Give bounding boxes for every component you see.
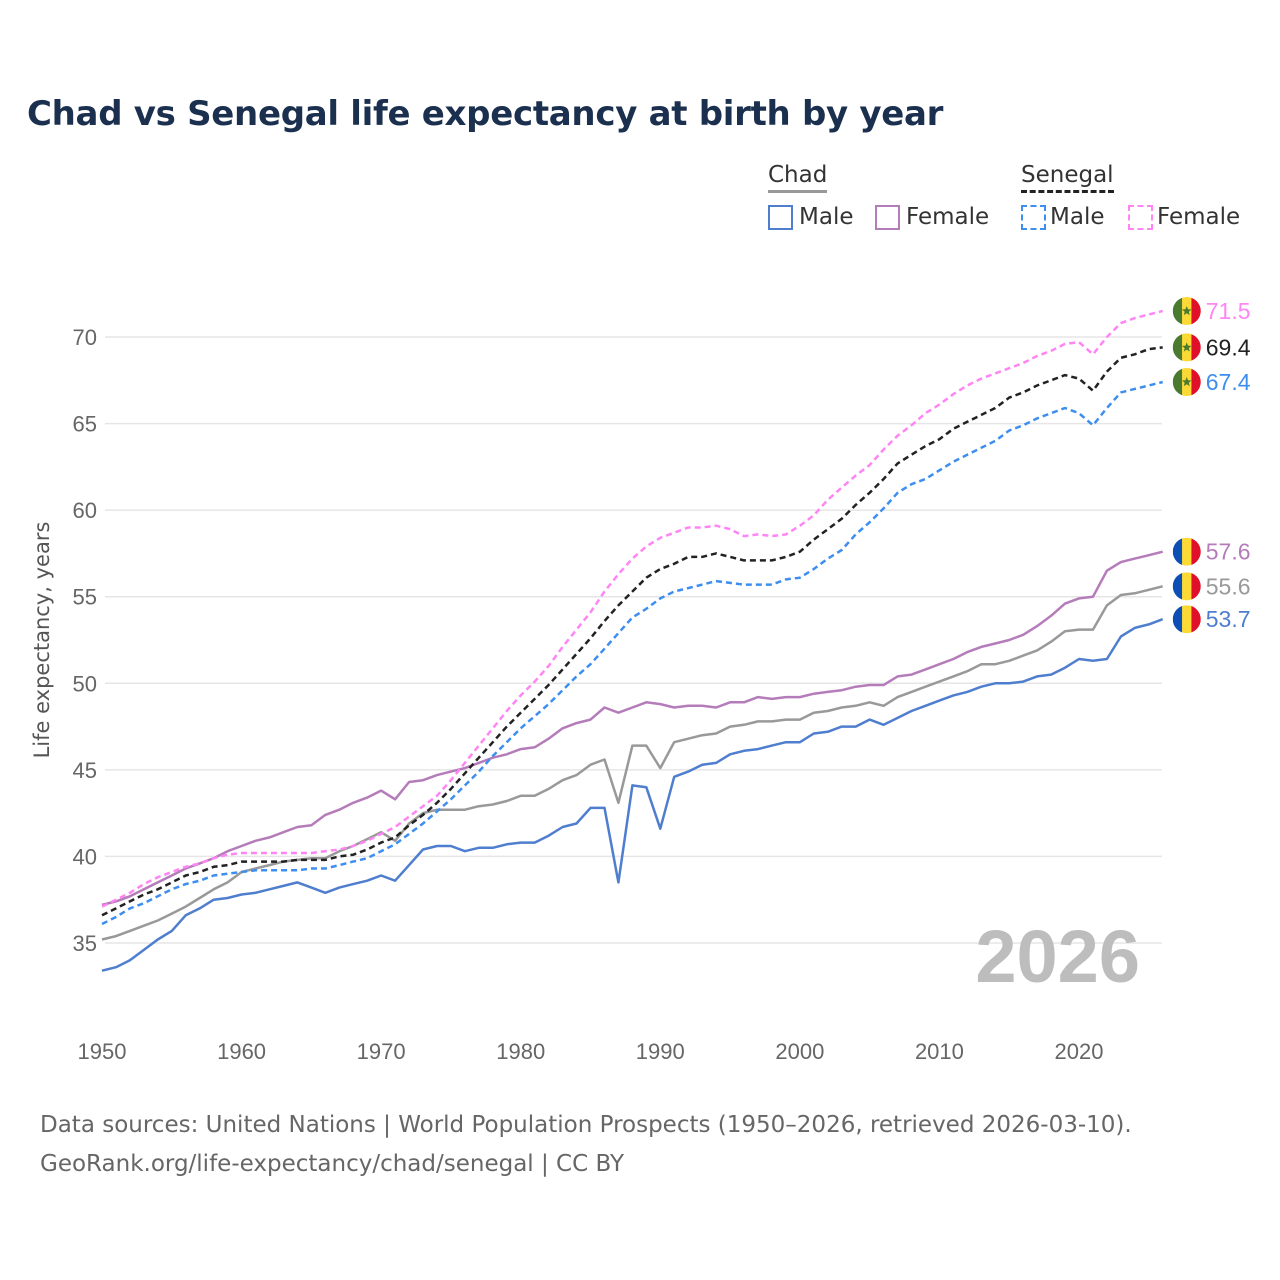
flag-stripe: [1191, 572, 1201, 601]
gridlines: [105, 336, 1162, 944]
flag-senegal-icon: [1172, 368, 1201, 397]
flag-stripe: [1191, 368, 1201, 397]
y-tick-label: 65: [73, 412, 97, 437]
year-watermark: 2026: [975, 915, 1140, 998]
x-tick-label: 1990: [636, 1039, 685, 1064]
legend-swatch: [875, 204, 900, 230]
series-line-chad-male: [101, 618, 1164, 972]
legend-label: Female: [906, 204, 990, 230]
series-line-chad-female: [101, 550, 1164, 907]
footer-sources: Data sources: United Nations | World Pop…: [40, 1112, 1132, 1138]
flag-stripes: [1172, 537, 1201, 566]
flag-star-icon: [1181, 306, 1192, 316]
legend-senegal-male[interactable]: Male: [1021, 204, 1104, 230]
y-tick-label: 55: [73, 585, 97, 610]
legend-label: Female: [1157, 204, 1241, 230]
x-tick-label: 2000: [775, 1039, 824, 1064]
flag-chad-icon: [1172, 537, 1201, 566]
end-value-label: 67.4: [1206, 369, 1251, 395]
flag-stripe: [1172, 537, 1183, 566]
footer: Data sources: United Nations | World Pop…: [40, 1106, 1132, 1184]
legend-senegal-line: [1021, 190, 1114, 193]
flag-stripes: [1172, 605, 1201, 634]
flag-stripe: [1172, 572, 1183, 601]
legend-label: Male: [799, 204, 854, 230]
flag-stripe: [1182, 605, 1192, 634]
x-tick-label: 1960: [217, 1039, 266, 1064]
series-lines: [101, 309, 1164, 972]
y-tick-label: 40: [73, 844, 97, 869]
series-line-senegal-female: [101, 309, 1164, 908]
legend-senegal-label: Senegal: [1021, 162, 1114, 188]
flag-stripe: [1182, 572, 1192, 601]
x-tick-label: 2010: [915, 1039, 964, 1064]
x-tick-label: 1980: [496, 1039, 545, 1064]
legend-swatch: [768, 204, 793, 230]
flag-star-icon: [1181, 377, 1192, 387]
legend-chad-female[interactable]: Female: [875, 204, 989, 230]
end-value-label: 71.5: [1206, 298, 1251, 324]
flag-stripe: [1191, 605, 1201, 634]
end-value-label: 57.6: [1206, 539, 1251, 565]
series-line-senegal-male: [101, 380, 1164, 926]
x-axis-ticks: 1950 1960 1970 1980 1990 2000 2010 2020: [78, 1039, 1104, 1064]
legend-chad-male[interactable]: Male: [768, 204, 853, 230]
flag-senegal-icon: [1172, 333, 1201, 362]
flag-stripes: [1172, 572, 1201, 601]
x-tick-label: 1970: [357, 1039, 406, 1064]
legend-senegal-female[interactable]: Female: [1128, 204, 1240, 230]
end-value-label: 69.4: [1206, 334, 1251, 360]
legend-swatch: [1021, 204, 1046, 230]
legend-label: Male: [1050, 204, 1105, 230]
legend-senegal-heading: Senegal: [1021, 162, 1114, 193]
flag-senegal-icon: [1172, 297, 1201, 326]
y-tick-label: 60: [73, 498, 97, 523]
flag-stripe: [1191, 333, 1201, 362]
y-tick-label: 70: [73, 325, 97, 350]
flag-stripe: [1191, 297, 1201, 326]
legend-chad-heading: Chad: [768, 162, 828, 193]
flag-chad-icon: [1172, 572, 1201, 601]
legend-chad-label: Chad: [768, 162, 828, 188]
flag-star-icon: [1181, 342, 1192, 352]
series-line-chad: [101, 585, 1164, 941]
flag-stripe: [1182, 537, 1192, 566]
y-tick-label: 50: [73, 671, 97, 696]
footer-link[interactable]: GeoRank.org/life-expectancy/chad/senegal…: [40, 1151, 625, 1177]
flag-stripe: [1172, 368, 1183, 397]
y-tick-label: 35: [73, 931, 97, 956]
x-tick-label: 1950: [78, 1039, 127, 1064]
flag-chad-icon: [1172, 605, 1201, 634]
flag-stripe: [1191, 537, 1201, 566]
x-tick-label: 2020: [1055, 1039, 1104, 1064]
legend-chad-line: [768, 190, 828, 193]
end-value-label: 53.7: [1206, 606, 1251, 632]
end-value-label: 55.6: [1206, 573, 1251, 599]
series-line-senegal: [101, 346, 1163, 917]
flag-stripe: [1172, 297, 1183, 326]
y-axis-ticks: 35 40 45 50 55 60 65 70: [73, 325, 97, 956]
flag-stripe: [1172, 605, 1183, 634]
y-tick-label: 45: [73, 758, 97, 783]
legend-swatch: [1128, 204, 1153, 230]
end-labels: 53.7 55.6 57.6 67.4 69.4 71.5: [1172, 297, 1251, 634]
chart-title: Chad vs Senegal life expectancy at birth…: [27, 94, 944, 134]
flag-stripe: [1172, 333, 1183, 362]
